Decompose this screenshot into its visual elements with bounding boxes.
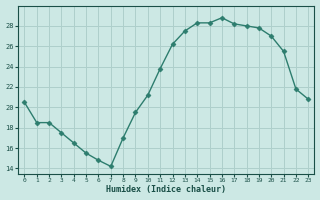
X-axis label: Humidex (Indice chaleur): Humidex (Indice chaleur) bbox=[106, 185, 226, 194]
